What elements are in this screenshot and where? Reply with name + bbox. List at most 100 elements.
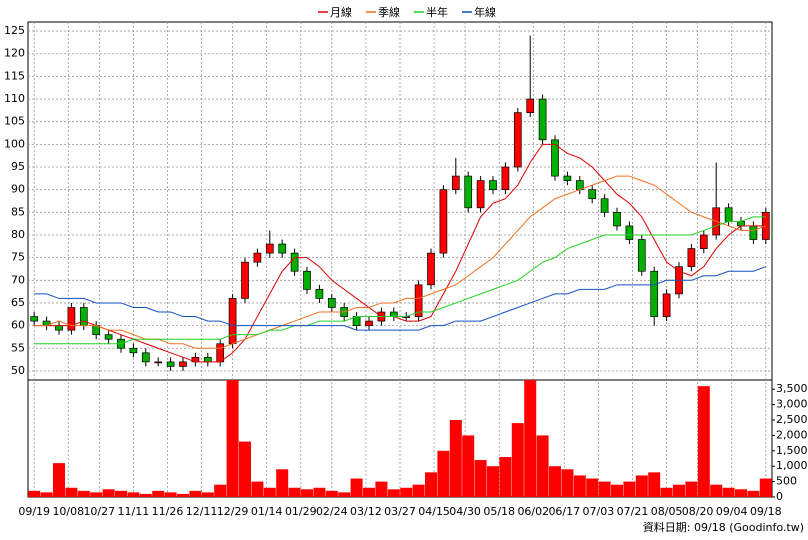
x-tick-label: 11/26 <box>152 505 184 518</box>
volume-bar <box>623 481 636 497</box>
candle-body <box>154 361 163 364</box>
candle-body <box>303 270 311 290</box>
candle-body <box>513 112 522 168</box>
candle-body <box>166 361 175 367</box>
volume-bar <box>375 481 388 497</box>
volume-bar <box>710 484 723 497</box>
x-tick-label: 04/30 <box>449 505 481 518</box>
y-tick-label: 105 <box>4 115 25 128</box>
candle-body <box>389 311 398 317</box>
volume-bar <box>635 475 648 497</box>
volume-bar <box>499 456 512 497</box>
candle-body <box>30 316 39 322</box>
x-tick-label: 06/17 <box>548 505 580 518</box>
candle-body <box>451 175 460 191</box>
volume-bar <box>561 469 574 497</box>
y2-tick-label: 500 <box>776 475 797 488</box>
legend-label: 半年 <box>426 5 448 19</box>
y-tick-label: 120 <box>4 47 25 60</box>
x-tick-label: 08/05 <box>651 505 683 518</box>
ma-line <box>34 143 766 363</box>
volume-bar <box>139 493 152 497</box>
volume-bar <box>201 492 214 497</box>
volume-bar <box>102 489 115 497</box>
x-tick-label: 03/27 <box>384 505 416 518</box>
volume-bar <box>214 484 227 497</box>
candle-body <box>67 307 76 331</box>
volume-bar <box>90 492 103 497</box>
volume-bar <box>487 466 499 497</box>
volume-bar <box>53 463 65 497</box>
volume-bar <box>115 490 127 497</box>
volume-bar <box>697 386 710 497</box>
x-tick-label: 01/14 <box>251 505 283 518</box>
volume-bar <box>685 481 698 497</box>
candle-body <box>427 252 435 286</box>
volume-bar <box>288 487 301 497</box>
y-tick-label: 125 <box>4 24 25 37</box>
volume-bar <box>759 478 772 497</box>
volume-bar <box>226 380 239 497</box>
y2-tick-label: 0 <box>776 490 783 503</box>
candle-body <box>476 180 485 209</box>
volume-bar <box>28 490 41 497</box>
volume-bar <box>301 489 313 497</box>
volume-bar <box>573 475 586 497</box>
volume-bar <box>511 423 524 497</box>
x-tick-label: 09/19 <box>18 505 50 518</box>
volume-bar <box>735 489 747 497</box>
y-tick-label: 115 <box>4 69 25 82</box>
volume-bar <box>77 490 90 497</box>
volume-bar <box>536 435 549 497</box>
y2-tick-label: 1,000 <box>776 459 808 472</box>
volume-bar <box>437 450 450 497</box>
volume-bar <box>65 487 78 497</box>
candle-body <box>265 243 274 254</box>
volume-bar <box>325 490 338 497</box>
x-tick-label: 11/11 <box>118 505 150 518</box>
volume-bar <box>387 489 400 497</box>
volume-bar <box>363 487 375 497</box>
candle-body <box>129 347 138 354</box>
candle-body <box>104 334 113 340</box>
volume-bar <box>462 435 475 497</box>
footer: 資料日期: 09/18 (Goodinfo.tw) <box>643 520 804 534</box>
x-tick-label: 09/04 <box>716 505 748 518</box>
x-tick-label: 04/15 <box>418 505 450 518</box>
x-tick-label: 10/27 <box>83 505 115 518</box>
y-tick-label: 55 <box>11 341 25 354</box>
x-tick-label: 10/08 <box>52 505 84 518</box>
candle-body <box>414 284 423 317</box>
candle-body <box>315 289 324 299</box>
y-tick-label: 90 <box>11 183 25 196</box>
candle-body <box>327 298 336 308</box>
volume-bar <box>164 492 177 497</box>
candle-body <box>538 98 547 141</box>
candle-body <box>588 189 597 200</box>
volume-bar <box>474 460 487 497</box>
candle-body <box>489 180 497 191</box>
y2-tick-label: 2,000 <box>776 428 808 441</box>
volume-bar <box>660 487 673 497</box>
candle-body <box>650 270 659 317</box>
volume-bar <box>239 441 251 497</box>
y-tick-label: 75 <box>11 251 25 264</box>
volume-bar <box>350 478 363 497</box>
ma-line <box>34 216 766 345</box>
volume-bar <box>313 487 326 497</box>
candle-body <box>563 175 572 181</box>
volume-bar <box>276 469 289 497</box>
y-tick-label: 60 <box>11 319 25 332</box>
volume-bar <box>449 420 462 497</box>
volume-bar <box>648 472 661 497</box>
volume-bar <box>127 492 140 497</box>
candle-body <box>749 225 758 240</box>
y-tick-label: 100 <box>4 137 25 150</box>
volume-bar <box>251 481 264 497</box>
candle-body <box>141 352 150 363</box>
volume-bar <box>263 487 276 497</box>
candle-body <box>216 343 225 363</box>
x-tick-label: 08/20 <box>682 505 714 518</box>
candle-body <box>290 252 299 272</box>
